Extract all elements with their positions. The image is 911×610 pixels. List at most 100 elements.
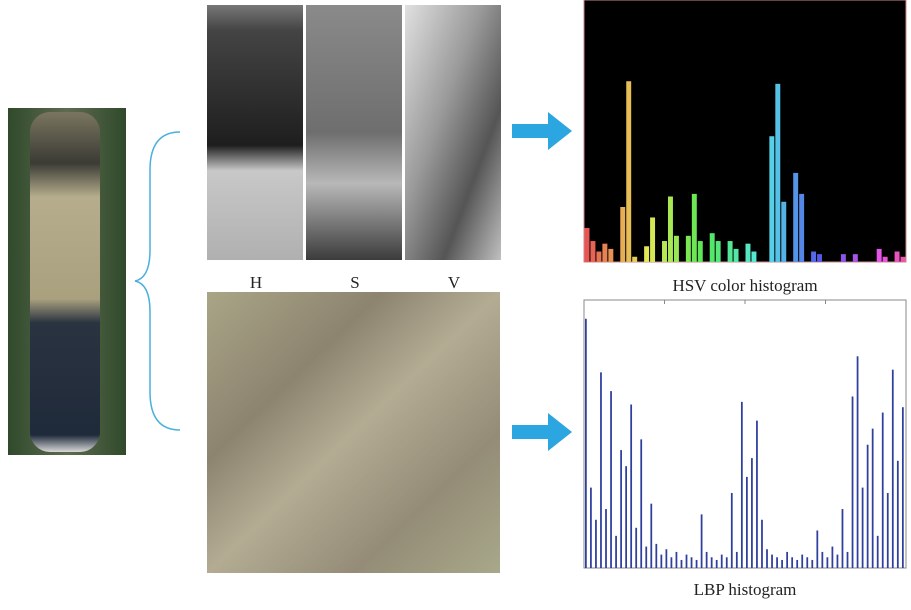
h-channel-image [207,5,303,260]
bar [620,450,622,568]
bar [665,549,668,568]
person-figure [30,112,100,452]
bar [841,509,844,568]
bar [786,551,789,568]
bar [650,217,656,262]
bar [886,492,889,568]
bar [901,407,904,568]
bar [791,557,794,568]
bar [695,559,698,568]
plot-area [583,0,907,263]
bar [710,557,713,568]
bar [685,554,688,568]
v-channel-image [405,5,501,260]
bar [673,235,679,262]
bar [705,551,708,568]
bar [840,254,846,262]
bar [769,136,775,262]
bar [796,559,799,568]
bar [882,256,888,262]
bar [761,519,763,568]
bar [733,248,739,262]
bar [826,557,829,568]
bar [771,554,773,568]
bar [635,527,638,568]
bar [610,391,612,568]
texture-patch [207,292,500,573]
bar [725,557,728,568]
bar [590,487,592,568]
bar [871,428,874,568]
bar [775,83,781,262]
bar [851,396,854,568]
bar [852,254,858,262]
bar [756,420,758,568]
bar [740,401,743,568]
bar [856,356,859,568]
bar [600,372,602,568]
chart-title: HSV color histogram [672,276,817,295]
bar [697,241,703,262]
bar [602,243,608,262]
bar [595,519,597,568]
bar [680,559,683,568]
bar [861,487,864,568]
bar [584,227,590,262]
bar [817,254,823,262]
bar [727,241,733,262]
bar [891,369,894,568]
bar [811,559,814,568]
bar [896,460,899,568]
bar [846,551,849,568]
bar [645,546,648,568]
bar [751,458,753,568]
bar [781,559,783,568]
bar [700,514,703,568]
bar [746,476,748,568]
bar [821,551,824,568]
bar [585,318,587,568]
bar [793,172,799,262]
channel-label: V [448,273,461,292]
chart-title: LBP histogram [694,580,797,599]
arrow [512,112,572,150]
bar [670,557,673,568]
bar [675,551,678,568]
bar [709,233,715,262]
bar [715,559,718,568]
bar [894,251,900,262]
bar [836,554,839,568]
bar [590,241,596,262]
bar [650,503,653,568]
bar [626,81,632,262]
bar [632,256,638,262]
bar [685,235,691,262]
bar [766,549,768,568]
bar [720,554,723,568]
channel-label: H [250,273,262,292]
bar [876,248,882,262]
bar [799,193,805,262]
bar [900,256,906,262]
bar [605,509,607,568]
brace [134,131,181,431]
bar [776,557,778,568]
s-channel-image [306,5,402,260]
bar [630,404,633,568]
bar [608,248,614,262]
arrow [512,413,572,451]
bar [640,439,643,568]
bar [660,554,663,568]
bar [866,444,869,568]
bar [690,557,693,568]
bar [715,241,721,262]
bar [781,201,787,262]
bar [806,557,809,568]
bar [881,412,884,568]
bar [831,546,834,568]
bar [735,551,738,568]
bar [751,251,757,262]
bar [655,543,658,568]
